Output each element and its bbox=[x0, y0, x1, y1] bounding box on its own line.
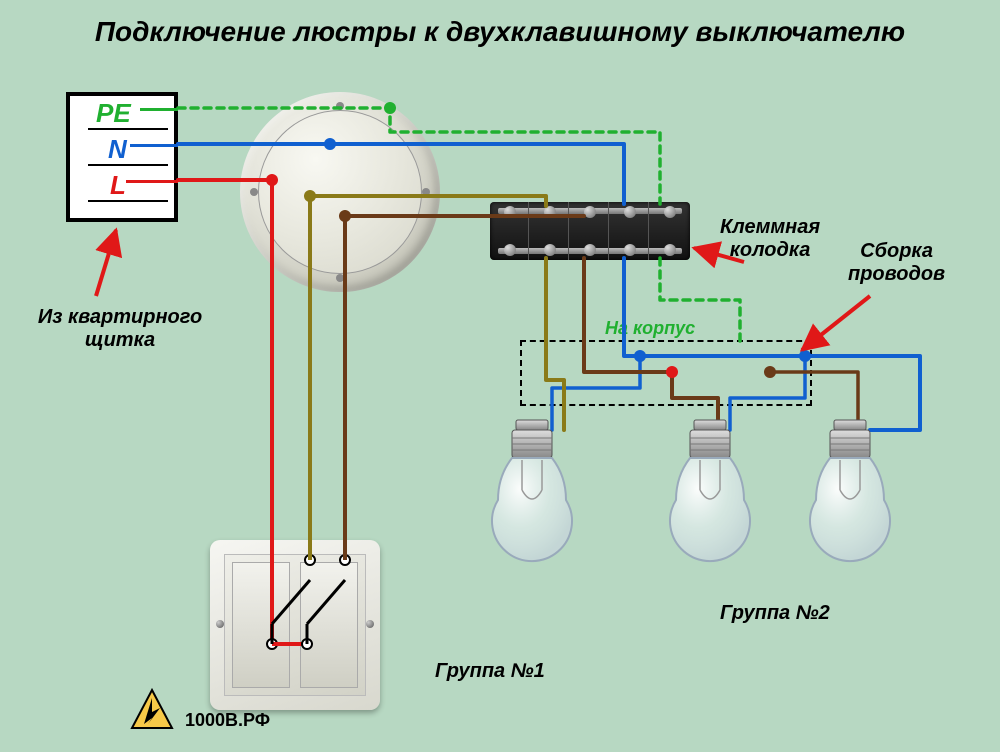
wiring-layer bbox=[0, 0, 1000, 752]
warning-icon bbox=[132, 690, 172, 728]
wire-PE-to-case bbox=[660, 258, 740, 344]
arrow-wires bbox=[802, 296, 870, 350]
arrow-panel bbox=[96, 230, 116, 296]
wire-L-main bbox=[178, 180, 272, 540]
bulb-3 bbox=[810, 420, 890, 561]
switch-schematic bbox=[267, 540, 350, 649]
bulb-1 bbox=[492, 420, 572, 561]
wire-L2-brown-out bbox=[584, 258, 718, 430]
arrow-terminal bbox=[694, 248, 744, 262]
wire-PE-main bbox=[178, 108, 660, 204]
wire-N-out bbox=[624, 258, 920, 430]
bulb-2 bbox=[670, 420, 750, 561]
wire-L1-olive-out bbox=[546, 258, 564, 430]
diagram-canvas: Подключение люстры к двухклавишному выкл… bbox=[0, 0, 1000, 752]
